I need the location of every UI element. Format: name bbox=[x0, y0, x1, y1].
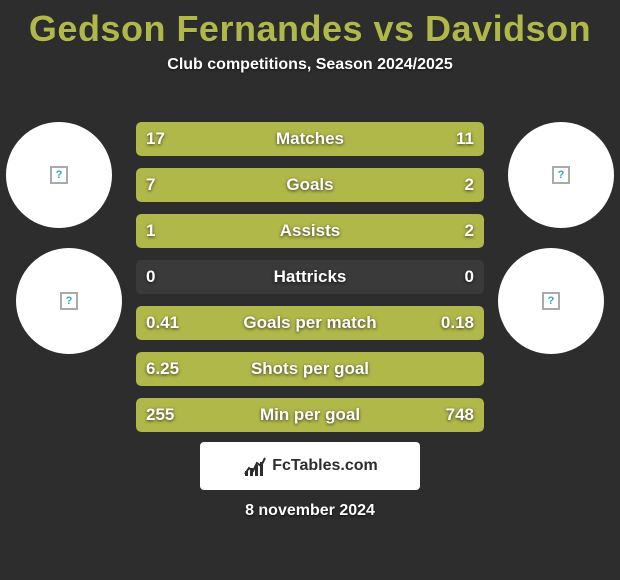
image-placeholder-icon: ? bbox=[50, 166, 68, 184]
metric-label: Assists bbox=[136, 221, 484, 241]
page-title: Gedson Fernandes vs Davidson bbox=[0, 8, 620, 50]
metric-row: 1Assists2 bbox=[136, 214, 484, 248]
metric-value-right: 0.18 bbox=[441, 313, 474, 333]
chart-icon bbox=[242, 454, 266, 478]
metric-value-right: 748 bbox=[446, 405, 474, 425]
metric-row: 7Goals2 bbox=[136, 168, 484, 202]
metric-value-right: 0 bbox=[465, 267, 474, 287]
metric-value-right: 2 bbox=[465, 221, 474, 241]
metric-label: Matches bbox=[136, 129, 484, 149]
metric-row: 17Matches11 bbox=[136, 122, 484, 156]
metric-value-right: 11 bbox=[456, 129, 474, 149]
metric-row: 6.25Shots per goal bbox=[136, 352, 484, 386]
player1-club-avatar: ? bbox=[16, 248, 122, 354]
source-brand-text: FcTables.com bbox=[272, 457, 378, 475]
metric-label: Goals bbox=[136, 175, 484, 195]
player2-club-avatar: ? bbox=[498, 248, 604, 354]
image-placeholder-icon: ? bbox=[60, 292, 78, 310]
metric-label: Goals per match bbox=[136, 313, 484, 333]
footer-date: 8 november 2024 bbox=[0, 502, 620, 520]
metric-label: Hattricks bbox=[136, 267, 484, 287]
page-subtitle: Club competitions, Season 2024/2025 bbox=[0, 56, 620, 74]
image-placeholder-icon: ? bbox=[542, 292, 560, 310]
image-placeholder-icon: ? bbox=[552, 166, 570, 184]
metric-label: Min per goal bbox=[136, 405, 484, 425]
metric-row: 255Min per goal748 bbox=[136, 398, 484, 432]
metrics-list: 17Matches11 7Goals2 1Assists2 0Hattricks0 0.… bbox=[136, 122, 484, 444]
metric-label: Shots per goal bbox=[136, 359, 484, 379]
metric-row: 0.41Goals per match0.18 bbox=[136, 306, 484, 340]
player2-avatar: ? bbox=[508, 122, 614, 228]
source-badge: FcTables.com bbox=[200, 442, 420, 490]
comparison-card: Gedson Fernandes vs Davidson Club compet… bbox=[0, 0, 620, 580]
metric-row: 0Hattricks0 bbox=[136, 260, 484, 294]
metric-value-right: 2 bbox=[465, 175, 474, 195]
player1-avatar: ? bbox=[6, 122, 112, 228]
